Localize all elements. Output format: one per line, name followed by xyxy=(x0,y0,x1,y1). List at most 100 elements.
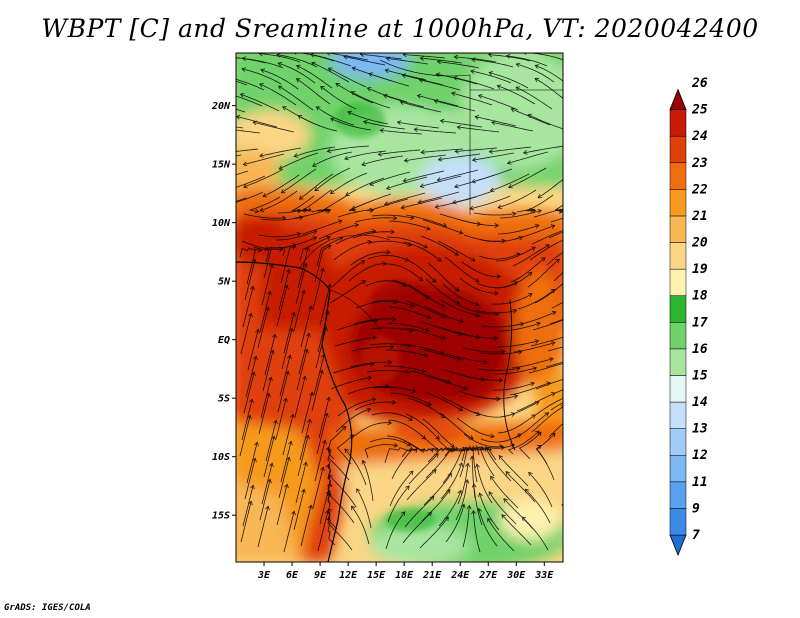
streamline-arrow xyxy=(254,208,260,214)
streamline xyxy=(426,375,468,390)
streamline-arrow xyxy=(427,511,433,517)
streamline-arrow xyxy=(416,93,422,99)
streamline xyxy=(366,370,409,373)
streamline xyxy=(537,178,563,199)
y-tick-label: 10N xyxy=(212,218,231,229)
streamline-arrow xyxy=(433,99,439,104)
streamline-arrow xyxy=(369,207,375,213)
streamline xyxy=(386,349,428,357)
streamline xyxy=(337,398,376,417)
streamline-arrow xyxy=(344,155,349,161)
streamline-arrow xyxy=(534,77,540,83)
x-tick-label: 9E xyxy=(314,570,327,581)
streamline xyxy=(495,246,536,262)
streamline xyxy=(370,327,413,332)
streamline-arrow xyxy=(454,183,459,189)
streamline xyxy=(508,430,540,455)
streamline-arrow xyxy=(434,204,440,209)
streamline xyxy=(442,448,465,484)
streamline xyxy=(530,336,563,347)
streamline xyxy=(421,489,451,522)
streamline-arrow xyxy=(488,491,493,496)
streamline-arrow xyxy=(258,53,263,57)
colorbar-label: 25 xyxy=(691,103,708,118)
streamline xyxy=(404,327,446,339)
streamline-arrow xyxy=(383,201,389,206)
streamline xyxy=(327,490,355,524)
streamline-arrow xyxy=(583,356,587,360)
streamline-arrow xyxy=(501,514,506,519)
streamline-arrow xyxy=(450,443,455,448)
streamline-arrow xyxy=(529,208,535,213)
streamline xyxy=(347,385,389,395)
streamline xyxy=(383,94,425,108)
streamline-arrow xyxy=(517,349,523,355)
streamline xyxy=(471,168,513,183)
streamline xyxy=(487,444,515,461)
streamline xyxy=(244,259,256,301)
streamline-arrow xyxy=(198,52,202,56)
streamline xyxy=(408,453,439,485)
streamline xyxy=(279,355,291,397)
streamline-arrow xyxy=(260,68,265,73)
streamline-arrow xyxy=(351,205,356,211)
streamline-arrow xyxy=(403,157,409,163)
streamline-arrow xyxy=(455,300,461,305)
streamline xyxy=(318,224,359,240)
streamline xyxy=(371,412,413,421)
streamline-arrow xyxy=(474,115,480,120)
y-tick-label: 15S xyxy=(212,511,230,522)
x-tick-label: 18E xyxy=(395,570,414,581)
colorbar-segment xyxy=(669,295,687,323)
streamline xyxy=(378,149,421,155)
streamline xyxy=(496,340,539,348)
streamline-arrow xyxy=(506,160,512,165)
streamline-arrow xyxy=(503,498,508,503)
x-tick-label: 12E xyxy=(339,570,358,581)
streamline xyxy=(243,169,283,188)
streamline xyxy=(244,458,256,500)
streamline-arrow xyxy=(295,64,301,70)
streamline xyxy=(258,393,270,435)
streamline xyxy=(414,128,457,134)
streamline-arrow xyxy=(537,431,542,437)
streamline-arrow xyxy=(385,56,391,62)
streamline xyxy=(485,447,512,482)
streamline-arrow xyxy=(265,306,270,312)
streamline xyxy=(490,475,519,509)
streamline xyxy=(301,392,313,434)
streamline-arrow xyxy=(301,488,306,494)
streamline-arrow xyxy=(312,236,318,241)
y-axis: 20N 15N 10N 5N EQ 5S 10S 15S xyxy=(211,101,236,522)
streamline xyxy=(472,446,479,483)
streamline-arrow xyxy=(218,126,222,130)
streamline-arrow xyxy=(536,321,541,327)
streamline-arrow xyxy=(207,72,211,76)
streamline xyxy=(299,173,334,200)
streamline xyxy=(351,505,370,545)
streamline-arrow xyxy=(488,149,494,154)
streamline-arrow xyxy=(351,505,356,511)
colorbar-segment xyxy=(669,242,687,270)
colorbar-label: 21 xyxy=(691,209,708,224)
streamline xyxy=(316,237,343,267)
streamline-arrow xyxy=(410,303,415,308)
streamline-arrow xyxy=(436,177,442,182)
streamline-arrow xyxy=(276,53,281,58)
streamline-arrow xyxy=(269,462,274,468)
colorbar-label: 19 xyxy=(692,262,708,277)
streamline xyxy=(335,82,374,104)
streamline xyxy=(548,231,563,239)
streamline-arrow xyxy=(250,285,255,291)
streamline xyxy=(406,300,446,318)
streamline xyxy=(300,505,312,547)
streamline-arrow xyxy=(337,219,343,224)
streamline-arrow xyxy=(524,488,530,494)
streamline-arrow xyxy=(566,361,570,365)
streamline-arrow xyxy=(347,110,352,116)
streamline-arrow xyxy=(431,278,437,283)
streamline xyxy=(236,116,278,128)
streamline-arrow xyxy=(322,439,327,445)
streamline-arrow xyxy=(277,85,283,90)
streamline-arrow xyxy=(452,75,458,81)
